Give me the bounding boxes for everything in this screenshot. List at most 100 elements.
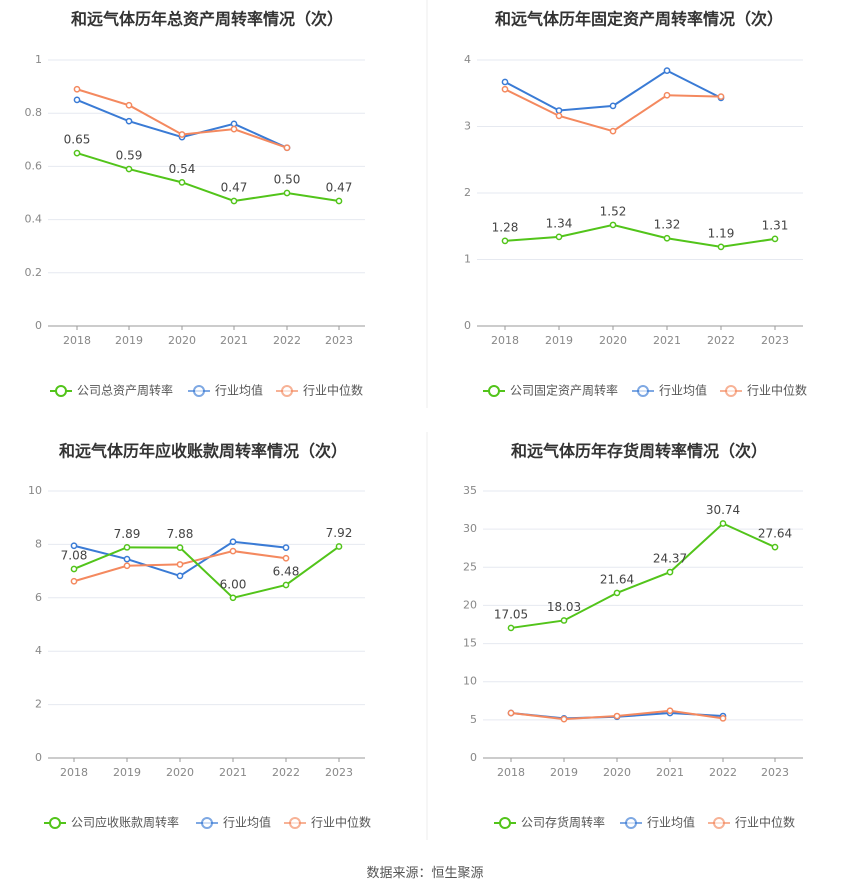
data-point-median xyxy=(560,715,568,723)
y-tick-label: 6 xyxy=(35,591,42,604)
x-tick-label: 2018 xyxy=(497,766,525,779)
legend-marker-icon xyxy=(201,817,213,829)
data-point-company xyxy=(560,617,568,624)
legend-marker-icon xyxy=(49,817,61,829)
y-tick-label: 1 xyxy=(464,253,471,266)
data-label: 0.54 xyxy=(169,162,196,176)
legend-item-median: 行业中位数 xyxy=(708,815,795,830)
legend-label: 公司存货周转率 xyxy=(521,815,605,830)
data-point-median xyxy=(230,125,238,133)
legend-item-median: 行业中位数 xyxy=(720,383,807,398)
data-label: 7.88 xyxy=(167,527,194,541)
data-point-company xyxy=(73,149,81,157)
data-point-median xyxy=(666,707,674,715)
y-tick-label: 0 xyxy=(35,751,42,764)
data-point-company xyxy=(717,243,725,251)
chart-panel-4: 和远气体历年存货周转率情况（次） 0 5 10 15 20 25 30 35 2018 2019 20… xyxy=(463,442,803,830)
x-tick-label: 2020 xyxy=(599,334,627,347)
legend-marker-icon xyxy=(499,817,511,829)
legend-label: 公司固定资产周转率 xyxy=(510,383,618,398)
x-tick-label: 2018 xyxy=(63,334,91,347)
data-point-median xyxy=(501,85,509,93)
x-tick-label: 2023 xyxy=(761,334,789,347)
y-tick-label: 0.2 xyxy=(25,266,43,279)
data-label: 7.89 xyxy=(114,527,141,541)
data-label: 1.31 xyxy=(762,218,789,232)
y-tick-label: 0.6 xyxy=(25,159,43,172)
legend-item-company: 公司固定资产周转率 xyxy=(483,383,618,398)
legend-label: 行业均值 xyxy=(647,815,695,830)
data-point-avg xyxy=(176,572,184,580)
x-tick-label: 2020 xyxy=(166,766,194,779)
y-tick-label: 25 xyxy=(463,560,477,573)
data-label: 1.34 xyxy=(546,216,573,230)
data-point-company xyxy=(335,197,343,205)
legend-label: 行业中位数 xyxy=(735,815,795,830)
data-label: 6.48 xyxy=(273,564,300,578)
x-tick-label: 2022 xyxy=(273,334,301,347)
y-tick-label: 0 xyxy=(464,319,471,332)
data-point-avg xyxy=(555,107,563,114)
x-tick-label: 2018 xyxy=(60,766,88,779)
data-point-company xyxy=(335,543,343,550)
data-point-median xyxy=(178,131,186,138)
data-point-median xyxy=(719,714,727,722)
x-tick-label: 2020 xyxy=(603,766,631,779)
data-point-company xyxy=(176,544,184,551)
chart-panel-3: 和远气体历年应收账款周转率情况（次） 0 2 4 6 8 10 2018 2019 2020 202… xyxy=(28,442,371,830)
legend-label: 行业均值 xyxy=(223,815,271,830)
x-tick-label: 2022 xyxy=(272,766,300,779)
legend-marker-icon xyxy=(625,817,637,829)
legend-label: 行业中位数 xyxy=(747,383,807,398)
legend-item-company: 公司存货周转率 xyxy=(494,815,605,830)
x-tick-label: 2022 xyxy=(707,334,735,347)
data-point-company xyxy=(178,179,186,186)
legend-marker-icon xyxy=(55,385,67,397)
x-tick-label: 2019 xyxy=(545,334,573,347)
data-point-median xyxy=(507,709,515,717)
chart-title: 和远气体历年应收账款周转率情况（次） xyxy=(59,442,347,461)
data-point-median xyxy=(283,144,291,152)
data-label: 0.47 xyxy=(221,180,248,194)
data-point-company xyxy=(666,568,674,576)
data-point-median xyxy=(123,562,131,570)
x-tick-label: 2020 xyxy=(168,334,196,347)
data-point-company xyxy=(771,543,779,551)
data-label: 6.00 xyxy=(220,577,247,591)
legend-item-median: 行业中位数 xyxy=(276,383,363,398)
legend-item-median: 行业中位数 xyxy=(284,815,371,830)
data-point-avg xyxy=(663,67,671,74)
legend-item-avg: 行业均值 xyxy=(620,815,695,830)
x-tick-label: 2021 xyxy=(220,334,248,347)
data-point-avg xyxy=(70,542,78,550)
data-point-avg xyxy=(282,544,290,551)
x-tick-label: 2019 xyxy=(550,766,578,779)
legend-item-company: 公司总资产周转率 xyxy=(50,383,173,398)
chart-panel-2: 和远气体历年固定资产周转率情况（次） 0 1 2 3 4 2018 2019 2020 2021 2… xyxy=(464,10,807,398)
legend-marker-icon xyxy=(289,817,301,829)
x-tick-label: 2023 xyxy=(325,334,353,347)
data-point-avg xyxy=(125,117,133,125)
data-label: 18.03 xyxy=(547,600,581,614)
y-tick-label: 20 xyxy=(463,598,477,611)
y-tick-label: 3 xyxy=(464,120,471,133)
data-label: 0.59 xyxy=(116,149,143,163)
x-tick-label: 2023 xyxy=(761,766,789,779)
chart-title: 和远气体历年总资产周转率情况（次） xyxy=(71,10,343,29)
chart-panel-1: 和远气体历年总资产周转率情况（次） 0 0.2 0.4 0.6 0.8 1 2018 2019 2… xyxy=(25,10,365,398)
data-point-company xyxy=(230,197,238,205)
data-label: 0.50 xyxy=(274,173,301,187)
y-tick-label: 0.8 xyxy=(25,106,43,119)
data-point-median xyxy=(663,91,671,99)
series-line-company xyxy=(510,522,776,629)
legend-item-avg: 行业均值 xyxy=(196,815,271,830)
y-tick-label: 0 xyxy=(470,751,477,764)
data-point-company xyxy=(771,235,779,243)
legend-label: 公司总资产周转率 xyxy=(77,383,173,398)
series-line-company xyxy=(73,545,340,599)
y-tick-label: 15 xyxy=(463,637,477,650)
data-point-median xyxy=(613,712,621,720)
y-tick-label: 8 xyxy=(35,537,42,550)
legend-label: 行业中位数 xyxy=(311,815,371,830)
